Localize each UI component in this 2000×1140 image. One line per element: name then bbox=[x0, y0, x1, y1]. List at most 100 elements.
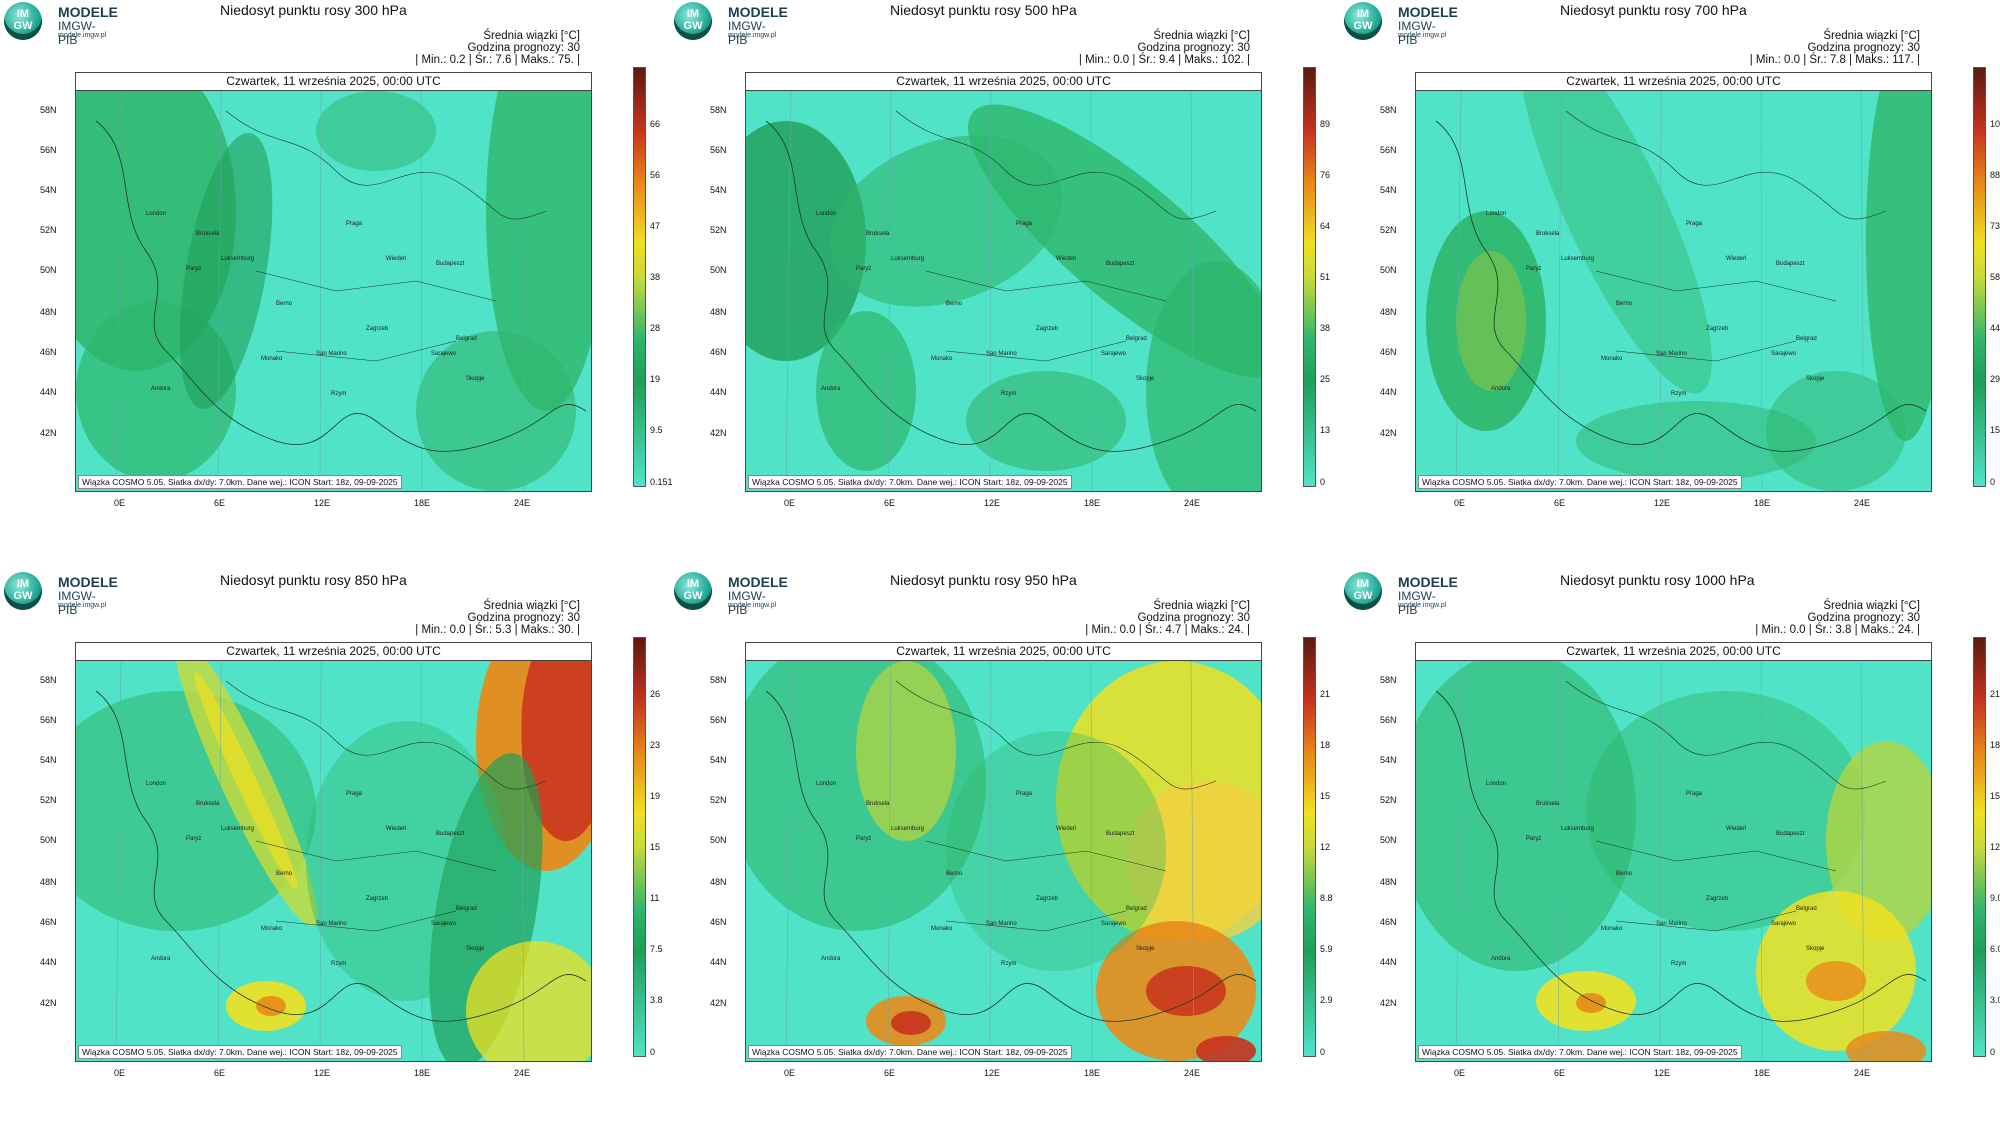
longitude-label: 0E bbox=[1454, 1068, 1466, 1078]
colorbar bbox=[633, 637, 646, 1057]
colorbar-tick-label: 12 bbox=[1990, 842, 2000, 852]
longitude-label: 18E bbox=[414, 498, 431, 508]
panel-title: Niedosyt punktu rosy 300 hPa bbox=[220, 2, 407, 18]
border-lines bbox=[1565, 110, 1887, 362]
graticule-line bbox=[1090, 661, 1093, 1061]
city-label: Monako bbox=[261, 356, 283, 362]
latitude-label: 50N bbox=[1380, 265, 1397, 275]
city-label: Monako bbox=[261, 926, 283, 932]
stats-label: Średnia wiązki [°C] bbox=[1153, 600, 1250, 612]
logo-subtitle: IMGW-PIB bbox=[58, 19, 96, 47]
city-label: Skopje bbox=[1136, 376, 1155, 382]
graticule-line bbox=[1760, 661, 1763, 1061]
colorbar-tick-label: 76 bbox=[1320, 170, 1331, 180]
coastline bbox=[1435, 120, 1927, 452]
latitude-label: 54N bbox=[40, 185, 57, 195]
logo-subtitle: IMGW-PIB bbox=[1398, 589, 1436, 617]
logo-url: modele.imgw.pl bbox=[728, 32, 777, 39]
city-label: Praga bbox=[346, 221, 363, 227]
city-label: London bbox=[146, 211, 167, 217]
city-label: Andora bbox=[1491, 956, 1511, 962]
longitude-label: 18E bbox=[1084, 1068, 1101, 1078]
colorbar bbox=[633, 67, 646, 487]
colorbar-tick-label: 88 bbox=[1990, 170, 2000, 180]
graticule-line bbox=[420, 91, 423, 491]
colorbar-tick-label: 0 bbox=[1990, 1047, 1996, 1057]
city-label: Praga bbox=[346, 791, 363, 797]
panel-title: Niedosyt punktu rosy 500 hPa bbox=[890, 2, 1077, 18]
city-label: Paryż bbox=[186, 836, 202, 842]
longitude-label: 12E bbox=[1654, 1068, 1671, 1078]
field-blob bbox=[1196, 1036, 1256, 1061]
graticule-line bbox=[217, 91, 222, 491]
field-blob bbox=[1416, 661, 1636, 971]
graticule-line bbox=[1557, 91, 1562, 491]
forecast-panel: IM GW MODELE IMGW-PIB modele.imgw.pl Niedosyt… bbox=[0, 0, 673, 570]
map-frame: Czwartek, 11 września 2025, 00:00 UTC Lon… bbox=[75, 72, 592, 492]
map-frame: Czwartek, 11 września 2025, 00:00 UTC Lon… bbox=[75, 642, 592, 1062]
longitude-label: 6E bbox=[214, 498, 226, 508]
colorbar-tick-label: 19 bbox=[650, 791, 661, 801]
logo-subtitle: IMGW-PIB bbox=[58, 589, 96, 617]
colorbar-tick-label: 12 bbox=[1320, 842, 1331, 852]
colorbar-tick-label: 23 bbox=[650, 740, 661, 750]
city-label: Monako bbox=[1601, 356, 1623, 362]
logo-title: MODELE bbox=[728, 4, 788, 20]
stats-block: Średnia wiązki [°C] Godzina prognozy: 30 |… bbox=[415, 600, 580, 636]
city-label: Belgrad bbox=[456, 906, 477, 912]
stats-block: Średnia wiązki [°C] Godzina prognozy: 30 |… bbox=[415, 30, 580, 66]
map-frame: Czwartek, 11 września 2025, 00:00 UTC Lon… bbox=[1415, 72, 1932, 492]
field-blob bbox=[1576, 993, 1606, 1013]
colorbar-tick-label: 7.5 bbox=[650, 944, 663, 954]
city-label: Skopje bbox=[466, 946, 485, 952]
city-label: Budapeszt bbox=[1776, 831, 1805, 837]
city-label: Budapeszt bbox=[1106, 261, 1135, 267]
colorbar-tick-label: 73 bbox=[1990, 221, 2000, 231]
colorbar-tick-label: 64 bbox=[1320, 221, 1331, 231]
city-label: London bbox=[816, 781, 837, 787]
city-label: Belgrad bbox=[456, 336, 477, 342]
colorbar-tick-label: 25 bbox=[1320, 374, 1331, 384]
colorbar-tick-label: 9.0 bbox=[1990, 893, 2000, 903]
latitude-label: 46N bbox=[40, 347, 57, 357]
colorbar-tick-label: 38 bbox=[1320, 323, 1331, 333]
field-blob bbox=[816, 311, 916, 471]
longitude-label: 18E bbox=[1754, 1068, 1771, 1078]
stats-label: Średnia wiązki [°C] bbox=[483, 600, 580, 612]
city-label: Zagrzeb bbox=[1036, 326, 1059, 332]
latitude-label: 44N bbox=[40, 957, 57, 967]
latitude-label: 50N bbox=[710, 835, 727, 845]
latitude-label: 48N bbox=[40, 307, 57, 317]
field-blob bbox=[1806, 961, 1866, 1001]
city-label: Bruksela bbox=[1536, 231, 1560, 237]
footer-caption: Wiązka COSMO 5.05. Siatka dx/dy: 7.0km. … bbox=[1418, 1045, 1742, 1059]
city-label: Rzym bbox=[1001, 961, 1017, 967]
city-label: Luksemburg bbox=[891, 826, 925, 832]
city-label: Paryż bbox=[1526, 266, 1542, 272]
city-label: Andora bbox=[1491, 386, 1511, 392]
imgw-logo: IM GW MODELE IMGW-PIB modele.imgw.pl bbox=[1344, 572, 1458, 617]
colorbar-tick-label: 3.0 bbox=[1990, 995, 2000, 1005]
city-label: Monako bbox=[1601, 926, 1623, 932]
latitude-label: 42N bbox=[40, 998, 57, 1008]
latitude-label: 48N bbox=[1380, 307, 1397, 317]
colorbar-tick-label: 0 bbox=[650, 1047, 656, 1057]
latitude-label: 50N bbox=[710, 265, 727, 275]
logo-emblem: IM GW bbox=[674, 572, 712, 610]
colorbar-tick-label: 19 bbox=[650, 374, 661, 384]
logo-title: MODELE bbox=[1398, 574, 1458, 590]
longitude-label: 6E bbox=[884, 1068, 896, 1078]
city-label: Wiedeń bbox=[386, 256, 407, 262]
date-bar: Czwartek, 11 września 2025, 00:00 UTC bbox=[76, 73, 591, 91]
city-label: London bbox=[1486, 211, 1507, 217]
colorbar-tick-label: 51 bbox=[1320, 272, 1331, 282]
field-blob bbox=[466, 941, 591, 1061]
city-label: Bruksela bbox=[866, 801, 890, 807]
logo-title: MODELE bbox=[1398, 4, 1458, 20]
city-label: Luksemburg bbox=[221, 826, 255, 832]
field-map bbox=[76, 661, 591, 1061]
latitude-label: 56N bbox=[710, 715, 727, 725]
graticule-line bbox=[887, 91, 892, 491]
city-label: Praga bbox=[1016, 221, 1033, 227]
forecast-panel: IM GW MODELE IMGW-PIB modele.imgw.pl Niedosyt… bbox=[1340, 0, 2000, 570]
